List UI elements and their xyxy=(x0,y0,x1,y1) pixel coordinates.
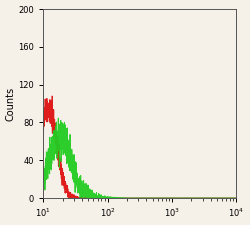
Y-axis label: Counts: Counts xyxy=(6,86,16,121)
